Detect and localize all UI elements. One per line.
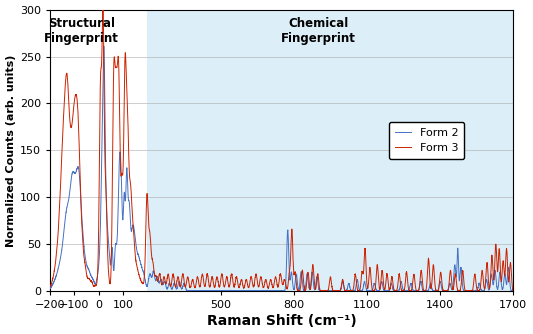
Form 2 [321,289,327,293]
Line: Form 3: Form 3 [50,6,513,291]
Text: Structural
Fingerprint: Structural Fingerprint [44,17,119,45]
Form 3 [415,289,422,293]
Text: Chemical
Fingerprint: Chemical Fingerprint [281,17,356,45]
Form 2 [341,288,348,292]
Form 3 [341,287,348,291]
Form 2 [215,289,221,293]
Legend: Form 2, Form 3: Form 2, Form 3 [389,122,464,159]
Form 2 [47,286,53,290]
Form 3 [100,4,106,8]
Form 3 [215,278,221,282]
Line: Form 2: Form 2 [50,46,513,291]
Form 3 [510,289,516,293]
Y-axis label: Normalized Counts (arb. units): Normalized Counts (arb. units) [5,54,15,246]
Form 2 [70,170,76,174]
Form 2 [101,44,107,48]
Form 3 [390,286,397,290]
X-axis label: Raman Shift (cm⁻¹): Raman Shift (cm⁻¹) [207,314,357,328]
Form 2 [510,289,516,293]
Form 3 [321,289,327,293]
Bar [148,10,513,291]
Form 3 [70,111,76,115]
Form 2 [415,289,422,293]
Form 3 [47,285,53,289]
Form 3 [320,289,326,293]
Form 2 [390,288,397,292]
Form 2 [243,289,249,293]
